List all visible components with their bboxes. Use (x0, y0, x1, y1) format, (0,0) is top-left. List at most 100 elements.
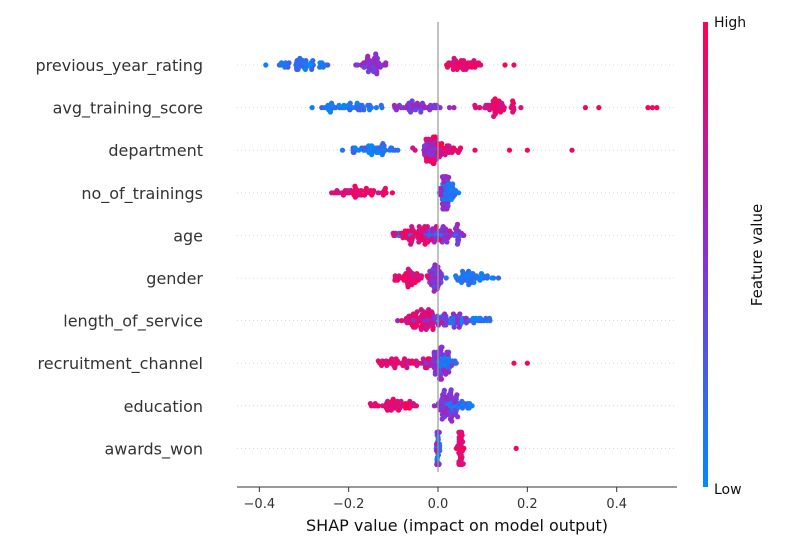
shap-point (438, 315, 444, 321)
shap-point (429, 226, 436, 232)
shap-point (394, 358, 401, 364)
shap-point (487, 107, 493, 113)
shap-point (352, 183, 358, 189)
shap-point (511, 62, 517, 68)
shap-point (402, 401, 409, 407)
shap-point (476, 315, 482, 321)
shap-point (390, 230, 396, 236)
shap-point (365, 69, 372, 75)
shap-point (444, 239, 450, 245)
shap-point (420, 356, 426, 362)
shap-point (376, 145, 382, 151)
shap-point (419, 360, 425, 366)
shap-point (414, 100, 420, 106)
shap-point (375, 403, 382, 409)
shap-point (453, 273, 459, 279)
shap-point (382, 185, 389, 191)
shap-point (443, 371, 449, 377)
shap-point (468, 271, 474, 277)
shap-point (446, 105, 453, 111)
shap-point (458, 58, 464, 64)
shap-point (354, 100, 360, 106)
shap-point (406, 313, 412, 319)
shap-point (282, 60, 289, 66)
shap-point (450, 311, 457, 317)
shap-point (455, 401, 462, 407)
shap-point (443, 322, 449, 328)
shap-point (649, 105, 656, 111)
shap-point (469, 64, 475, 70)
shap-point (309, 105, 315, 111)
shap-points (263, 51, 660, 467)
shap-point (389, 190, 396, 196)
shap-point (394, 277, 401, 283)
shap-point (375, 190, 381, 196)
shap-point (320, 64, 326, 70)
shap-point (417, 228, 424, 234)
x-axis-title: SHAP value (impact on model output) (306, 516, 608, 535)
shap-point (461, 232, 467, 238)
shap-point (511, 360, 517, 366)
x-tick-label: 0.4 (606, 497, 627, 512)
shap-point (443, 275, 449, 281)
shap-point (451, 55, 457, 62)
shap-point (413, 107, 419, 113)
shap-point (329, 190, 335, 196)
shap-point (645, 105, 651, 111)
shap-point (453, 188, 459, 194)
shap-point (431, 356, 437, 362)
shap-point (455, 149, 461, 155)
shap-point (441, 174, 447, 180)
shap-point (410, 228, 417, 234)
shap-point (408, 241, 414, 247)
shap-point (407, 398, 413, 404)
shap-point (444, 412, 450, 418)
shap-point (455, 414, 461, 420)
colorbar-low-label: Low (714, 482, 742, 498)
shap-point (424, 105, 430, 111)
shap-point (446, 392, 452, 398)
shap-point (417, 315, 423, 321)
shap-point (388, 145, 394, 151)
shap-point (438, 152, 444, 158)
shap-point (392, 365, 398, 371)
shap-point (456, 324, 462, 330)
shap-point (410, 145, 416, 151)
shap-point (359, 102, 365, 108)
shap-point (513, 445, 519, 451)
shap-point (452, 407, 458, 413)
shap-point (493, 109, 499, 115)
shap-point (395, 407, 402, 413)
shap-point (285, 64, 291, 70)
shap-point (496, 98, 502, 104)
shap-point (477, 277, 483, 283)
shap-point (427, 322, 433, 328)
shap-point (439, 416, 445, 422)
shap-point (399, 275, 405, 281)
shap-point (302, 66, 308, 72)
shap-point (436, 429, 442, 435)
colorbar-title: Feature value (748, 204, 766, 306)
shap-point (416, 224, 422, 230)
shap-point (434, 349, 440, 355)
shap-point (395, 318, 401, 324)
shap-point (437, 105, 443, 111)
shap-point (457, 145, 464, 151)
shap-point (439, 141, 445, 147)
shap-point (430, 266, 436, 272)
shap-point (418, 109, 424, 115)
shap-point (380, 403, 386, 409)
shap-point (354, 62, 361, 68)
shap-point (438, 407, 444, 413)
shap-point (438, 271, 444, 277)
shap-point (465, 405, 471, 411)
shap-point (454, 320, 461, 326)
shap-point (459, 461, 465, 467)
shap-point (401, 356, 408, 362)
shap-point (387, 401, 393, 407)
shap-point (375, 358, 381, 364)
shap-point (448, 387, 454, 393)
shap-point (403, 405, 409, 411)
shap-point (569, 147, 575, 153)
shap-point (430, 160, 436, 166)
